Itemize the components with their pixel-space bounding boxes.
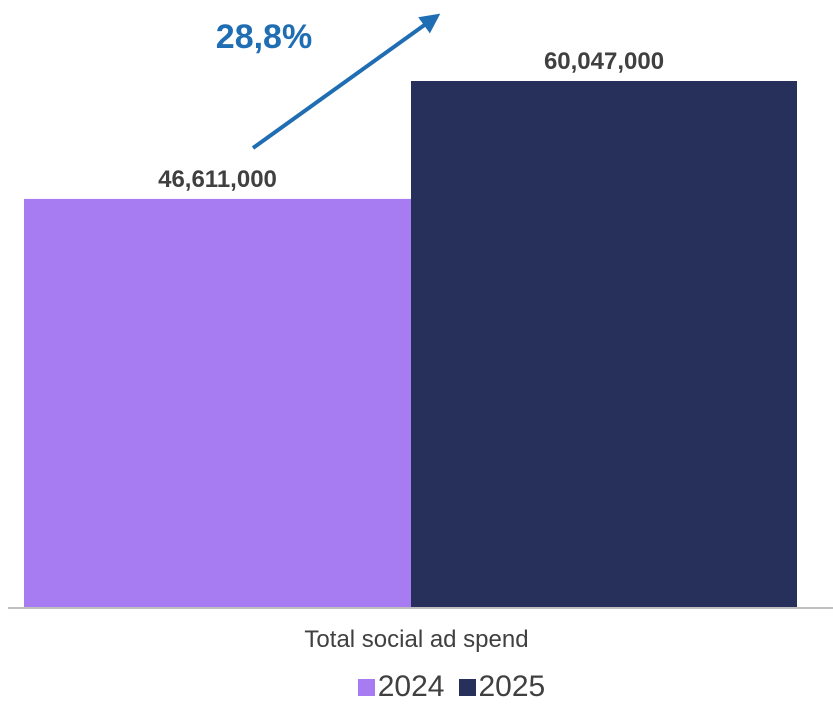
legend-swatch-2025	[458, 678, 476, 696]
legend-swatch-2024	[357, 678, 375, 696]
legend-label-2024: 2024	[377, 670, 445, 703]
growth-arrow	[251, 13, 441, 150]
chart-legend: 2024 2025	[0, 672, 833, 702]
legend-item-2025: 2025	[458, 670, 546, 703]
category-label: Total social ad spend	[304, 626, 529, 653]
bar-2024	[24, 198, 411, 608]
data-label-2024: 46,611,000	[158, 166, 277, 193]
bar-2025	[411, 81, 797, 608]
legend-item-2024: 2024	[357, 670, 445, 703]
growth-percent-label: 28,8%	[216, 18, 312, 56]
legend-label-2025: 2025	[478, 670, 546, 703]
data-label-2025: 60,047,000	[544, 48, 664, 75]
